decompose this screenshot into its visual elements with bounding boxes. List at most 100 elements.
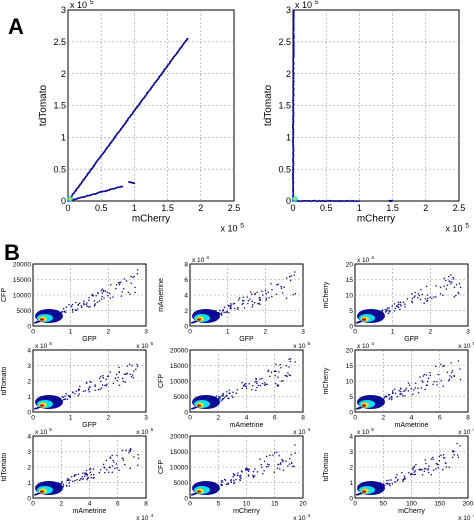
data-point — [292, 139, 294, 142]
data-point — [424, 297, 427, 300]
data-point — [64, 395, 66, 397]
data-point — [264, 381, 266, 384]
data-point — [114, 467, 116, 470]
data-point — [108, 466, 111, 469]
data-point — [401, 393, 403, 395]
data-point — [360, 406, 362, 409]
y-tick-label: 5000 — [17, 308, 32, 315]
data-point — [442, 453, 445, 456]
data-point — [430, 473, 432, 476]
data-point — [70, 476, 73, 478]
data-point — [136, 363, 138, 366]
x-tick-label: 1 — [69, 415, 73, 422]
data-point — [36, 407, 39, 409]
data-point — [285, 460, 287, 462]
data-point — [395, 305, 398, 307]
data-point — [358, 200, 361, 203]
data-point — [450, 283, 452, 285]
x-axis-label: GFP — [82, 336, 97, 343]
x-exponent-power: 4 — [308, 513, 311, 519]
data-point — [225, 394, 228, 397]
x-tick-label: 200 — [463, 501, 474, 508]
data-point — [404, 306, 406, 308]
data-point — [75, 390, 78, 392]
data-point — [386, 482, 388, 485]
data-point — [62, 485, 65, 487]
data-point — [402, 479, 404, 481]
y-exponent: x 10 5 — [295, 0, 319, 10]
data-point — [230, 302, 232, 305]
data-point — [117, 376, 119, 379]
data-point — [445, 288, 448, 290]
y-exponent-power: 5 — [90, 0, 94, 6]
data-point — [414, 470, 417, 472]
data-point — [423, 373, 426, 376]
data-point — [115, 463, 118, 465]
data-point — [396, 395, 399, 398]
y-exponent-power: 5 — [49, 341, 52, 347]
data-point — [246, 296, 248, 298]
data-point — [270, 371, 273, 373]
data-point — [99, 469, 102, 471]
data-point — [399, 301, 402, 303]
data-point — [411, 473, 413, 476]
data-point — [129, 293, 131, 295]
data-point — [276, 467, 279, 470]
data-point — [192, 493, 195, 495]
data-point — [89, 386, 91, 388]
data-point — [397, 306, 400, 309]
data-point — [404, 395, 406, 397]
data-point — [277, 384, 280, 387]
data-point — [394, 476, 397, 479]
data-point — [259, 458, 261, 460]
data-point — [222, 392, 224, 395]
data-point — [445, 466, 448, 468]
data-point — [294, 361, 296, 363]
density-peak — [197, 404, 201, 407]
y-tick-label: 2 — [27, 378, 31, 385]
y-tick-label: 15000 — [13, 277, 31, 284]
y-axis-label: tdTomato — [1, 366, 8, 395]
data-point — [353, 200, 356, 203]
data-point — [290, 275, 293, 277]
data-point — [225, 483, 228, 486]
x-tick-label: 4 — [410, 415, 414, 422]
data-point — [261, 377, 263, 380]
x-exponent-power: 5 — [308, 341, 311, 347]
x-exponent: x 10 4 — [293, 513, 310, 522]
data-point — [228, 397, 230, 400]
x-axis-label: GFP — [82, 422, 97, 429]
data-point — [109, 456, 111, 458]
y-tick-label: 3 — [61, 5, 66, 15]
plot-0: 0 0.5 1 1.5 2 2.5 0 0.5 1 1.5 2 2.5 3 mCherry tdTomato… — [38, 0, 244, 234]
data-point — [305, 200, 307, 202]
data-point — [397, 303, 400, 306]
x-axis-label: mAmetrine — [230, 422, 264, 429]
data-point — [280, 285, 282, 288]
data-point — [285, 277, 288, 279]
y-tick-label: 15000 — [170, 363, 188, 370]
x-tick-label: 150 — [434, 501, 445, 508]
data-point — [67, 394, 70, 397]
data-point — [85, 303, 88, 306]
data-point — [69, 479, 71, 482]
data-point — [410, 472, 412, 475]
data-point — [133, 456, 135, 458]
x-tick-label: 2 — [216, 415, 220, 422]
data-point — [102, 374, 104, 377]
data-point — [271, 288, 273, 291]
data-point — [125, 449, 127, 451]
data-point — [135, 368, 137, 370]
data-point — [245, 387, 248, 390]
data-point — [220, 480, 223, 482]
data-point — [72, 480, 74, 483]
data-point — [231, 395, 233, 397]
y-exponent-power: 4 — [371, 341, 374, 347]
data-point — [76, 478, 78, 481]
data-point — [163, 70, 166, 72]
y-tick-label: 0 — [184, 323, 188, 330]
data-point — [356, 321, 359, 324]
data-point — [103, 466, 106, 469]
data-point — [406, 298, 409, 300]
